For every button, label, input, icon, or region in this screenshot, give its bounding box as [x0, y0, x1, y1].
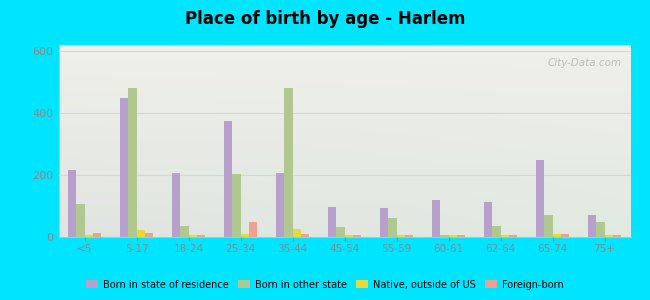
Bar — [84, 236, 93, 237]
Bar — [613, 236, 621, 237]
Bar — [232, 173, 240, 237]
Bar — [588, 215, 596, 237]
Bar — [396, 235, 405, 237]
Bar — [93, 233, 101, 237]
Bar — [509, 236, 517, 237]
Bar — [405, 235, 413, 237]
Bar — [276, 173, 284, 237]
Bar — [328, 207, 336, 237]
Bar — [292, 229, 301, 237]
Bar — [188, 236, 197, 237]
Bar — [197, 236, 205, 237]
Bar — [536, 160, 544, 237]
Bar — [180, 226, 188, 237]
Bar — [224, 121, 232, 237]
Bar — [301, 234, 309, 237]
Bar — [136, 230, 145, 237]
Bar — [561, 234, 569, 237]
Legend: Born in state of residence, Born in other state, Native, outside of US, Foreign-: Born in state of residence, Born in othe… — [83, 276, 567, 294]
Bar — [128, 88, 136, 237]
Bar — [284, 88, 292, 237]
Bar — [604, 236, 613, 237]
Bar — [432, 200, 440, 237]
Bar — [388, 218, 396, 237]
Bar — [440, 236, 448, 237]
Bar — [240, 234, 249, 237]
Text: City-Data.com: City-Data.com — [548, 58, 622, 68]
Bar — [120, 98, 128, 237]
Bar — [552, 234, 561, 237]
Bar — [145, 233, 153, 237]
Bar — [353, 235, 361, 237]
Bar — [484, 202, 492, 237]
Bar — [76, 204, 85, 237]
Bar — [544, 215, 552, 237]
Bar — [68, 170, 76, 237]
Bar — [448, 236, 457, 237]
Bar — [457, 236, 465, 237]
Bar — [492, 226, 500, 237]
Bar — [596, 221, 605, 237]
Bar — [344, 236, 353, 237]
Bar — [172, 173, 180, 237]
Text: Place of birth by age - Harlem: Place of birth by age - Harlem — [185, 11, 465, 28]
Bar — [380, 208, 388, 237]
Bar — [249, 221, 257, 237]
Bar — [336, 227, 344, 237]
Bar — [500, 236, 509, 237]
